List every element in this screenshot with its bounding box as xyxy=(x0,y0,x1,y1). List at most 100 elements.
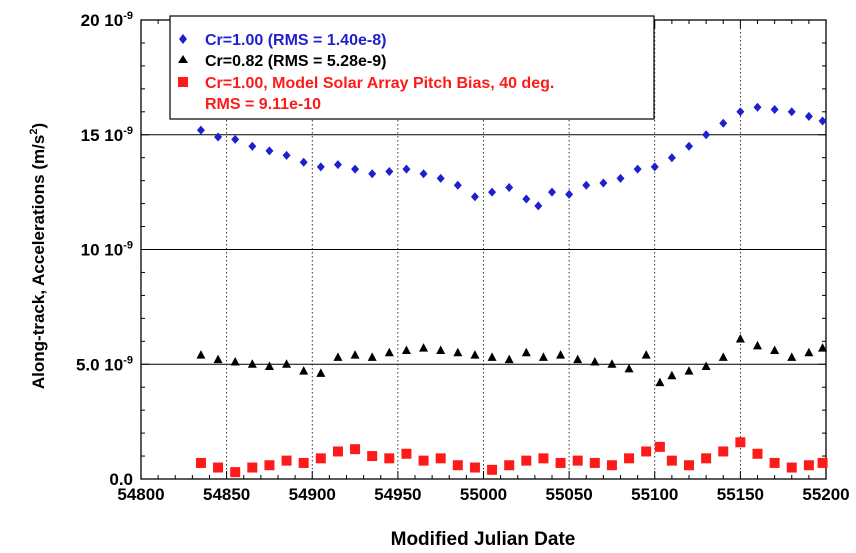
point-diamond-17 xyxy=(470,192,479,202)
point-square-32 xyxy=(718,446,729,457)
point-triangle-19 xyxy=(504,354,514,364)
point-square-35 xyxy=(769,457,780,468)
point-diamond-1 xyxy=(196,125,205,135)
point-square-15 xyxy=(435,453,446,464)
point-square-28 xyxy=(654,441,665,452)
point-square-8 xyxy=(315,453,326,464)
data-points xyxy=(195,102,828,478)
point-diamond-4 xyxy=(248,141,257,151)
point-square-16 xyxy=(452,460,463,471)
point-square-18 xyxy=(487,464,498,475)
point-triangle-29 xyxy=(667,370,677,380)
point-square-27 xyxy=(641,446,652,457)
point-diamond-38 xyxy=(818,116,827,126)
point-square-4 xyxy=(247,462,258,473)
x-axis-title: Modified Julian Date xyxy=(391,529,576,550)
x-tick-label-55000: 55000 xyxy=(460,485,507,504)
point-triangle-30 xyxy=(684,366,694,375)
point-triangle-28 xyxy=(655,377,665,387)
x-tick-label-55200: 55200 xyxy=(802,485,849,504)
point-diamond-20 xyxy=(522,194,531,204)
point-triangle-24 xyxy=(590,356,600,366)
point-diamond-5 xyxy=(265,146,274,156)
point-triangle-1 xyxy=(196,350,206,359)
point-triangle-12 xyxy=(384,347,394,357)
series-1 xyxy=(196,102,827,211)
x-tick-label-55150: 55150 xyxy=(717,485,764,504)
point-triangle-7 xyxy=(299,366,309,375)
y-tick-labels: 0.0 5.0 10-9 10 10-9 15 10-9 20 10-9 xyxy=(76,10,133,489)
point-triangle-10 xyxy=(350,350,360,359)
y-axis-title-close: ) xyxy=(29,123,48,129)
point-square-33 xyxy=(735,437,746,448)
point-triangle-35 xyxy=(770,345,780,354)
point-square-13 xyxy=(401,448,412,459)
point-triangle-9 xyxy=(333,352,343,361)
point-square-21 xyxy=(538,453,549,464)
point-diamond-34 xyxy=(753,102,762,112)
point-diamond-21 xyxy=(534,201,543,211)
point-diamond-10 xyxy=(351,164,360,174)
point-triangle-13 xyxy=(401,345,411,354)
y-axis-title: Along-track, Accelerations (m/s2) xyxy=(28,123,48,389)
point-square-11 xyxy=(367,451,378,462)
y-tick-label-1: 5.0 10-9 xyxy=(76,354,133,374)
point-triangle-5 xyxy=(264,361,274,371)
series-2 xyxy=(196,334,828,387)
point-square-29 xyxy=(666,455,677,466)
point-square-31 xyxy=(701,453,712,464)
point-square-24 xyxy=(589,457,600,468)
point-square-19 xyxy=(504,460,515,471)
legend-square-marker xyxy=(178,77,188,87)
point-diamond-8 xyxy=(316,162,325,172)
point-diamond-18 xyxy=(488,187,497,197)
point-diamond-2 xyxy=(214,132,223,142)
point-triangle-3 xyxy=(230,356,240,366)
point-triangle-23 xyxy=(573,354,583,364)
legend-entry-cr-1.00: Cr=1.00 (RMS = 1.40e-8) xyxy=(179,32,386,49)
series-3 xyxy=(195,437,828,478)
point-square-12 xyxy=(384,453,395,464)
point-diamond-30 xyxy=(685,141,693,151)
point-diamond-26 xyxy=(616,173,625,183)
x-tick-label-54900: 54900 xyxy=(289,485,336,504)
point-diamond-32 xyxy=(719,118,728,128)
point-square-1 xyxy=(195,457,206,468)
point-triangle-32 xyxy=(718,352,728,361)
point-diamond-16 xyxy=(453,180,462,190)
point-triangle-11 xyxy=(367,352,377,361)
point-square-37 xyxy=(803,460,814,471)
x-tick-label-54950: 54950 xyxy=(374,485,421,504)
y-axis-title-exponent: 2 xyxy=(28,129,40,135)
point-triangle-20 xyxy=(521,347,531,357)
point-triangle-16 xyxy=(453,347,463,357)
point-square-17 xyxy=(469,462,480,473)
legend-entry-cr-0.82: Cr=0.82 (RMS = 5.28e-9) xyxy=(178,53,386,70)
point-triangle-21 xyxy=(538,352,548,361)
point-square-14 xyxy=(418,455,429,466)
x-tick-labels: 54800 54850 54900 54950 55000 55050 55100 55150… xyxy=(117,485,849,504)
legend-label-series-2: Cr=0.82 (RMS = 5.28e-9) xyxy=(205,53,386,70)
legend-diamond-marker xyxy=(179,34,187,44)
point-diamond-9 xyxy=(333,160,342,170)
point-triangle-27 xyxy=(641,350,651,359)
point-square-5 xyxy=(264,460,275,471)
point-diamond-25 xyxy=(599,178,608,188)
point-triangle-17 xyxy=(470,350,480,359)
point-diamond-3 xyxy=(231,134,240,144)
point-diamond-11 xyxy=(368,169,377,179)
point-diamond-31 xyxy=(702,130,711,140)
point-square-22 xyxy=(555,457,566,468)
point-triangle-26 xyxy=(624,363,634,373)
point-triangle-15 xyxy=(436,345,446,354)
point-diamond-7 xyxy=(299,157,308,167)
y-axis-title-main: Along-track, Accelerations (m/s xyxy=(29,135,48,389)
point-square-36 xyxy=(786,462,797,473)
x-tick-label-54850: 54850 xyxy=(203,485,250,504)
point-diamond-29 xyxy=(667,153,676,163)
point-diamond-22 xyxy=(548,187,556,197)
point-triangle-38 xyxy=(818,343,828,352)
point-diamond-6 xyxy=(282,150,291,160)
legend-label-series-1: Cr=1.00 (RMS = 1.40e-8) xyxy=(205,32,386,49)
